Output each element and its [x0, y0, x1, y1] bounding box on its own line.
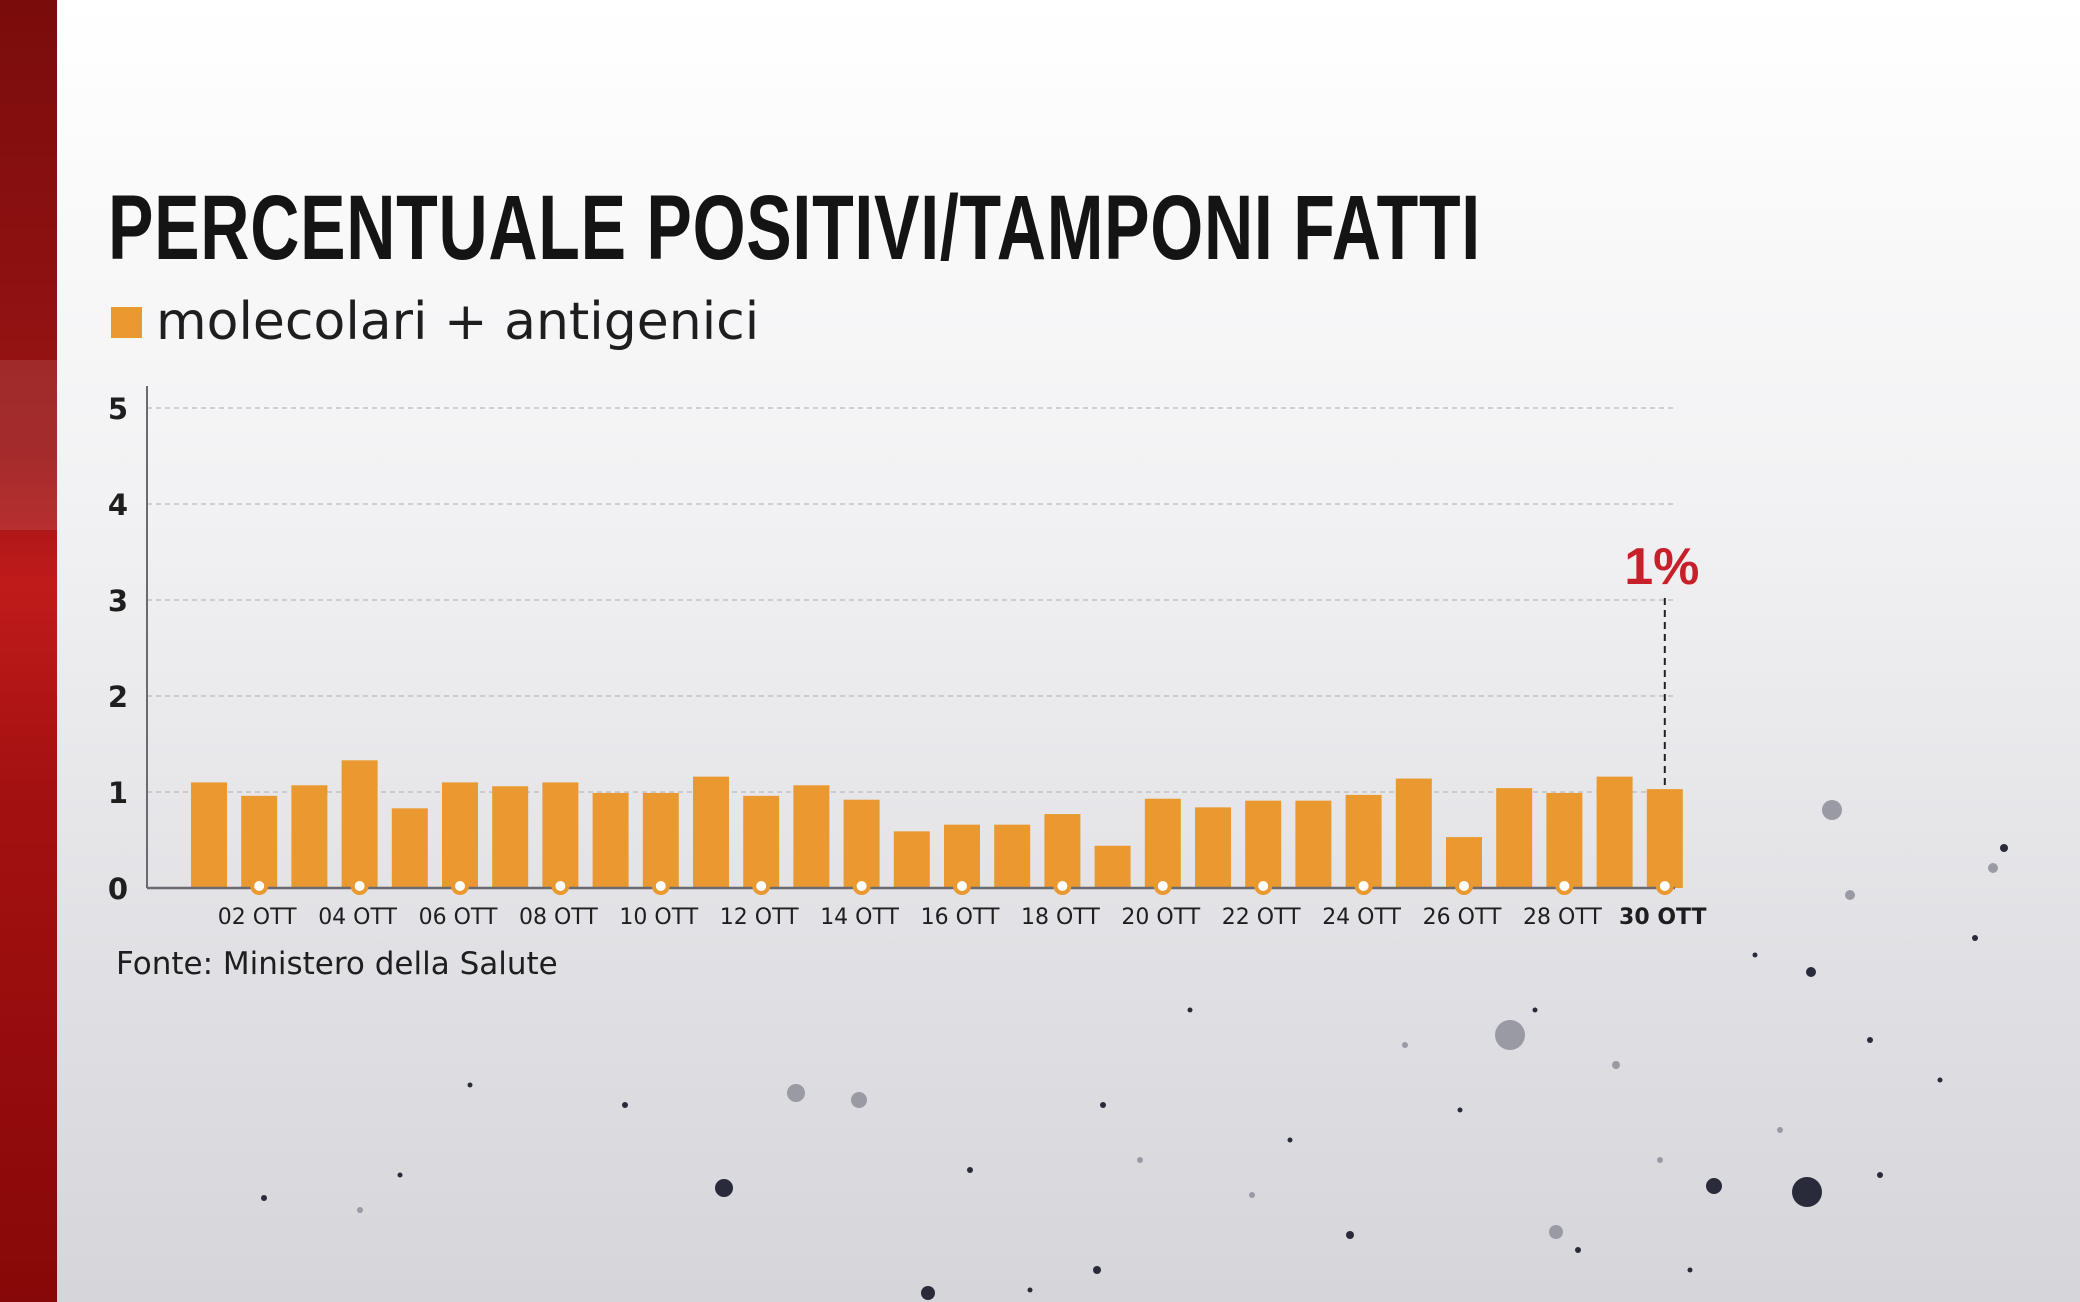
y-axis: 0 1 2 3 4 5	[108, 386, 148, 906]
x-tick-label: 02 OTT	[218, 905, 297, 930]
legend-swatch	[111, 306, 142, 338]
bar	[391, 808, 428, 888]
bar	[341, 760, 378, 888]
x-axis: 02 OTT 04 OTT 06 OTT 08 OTT 10 OTT 12 OTT 14 O…	[147, 877, 1707, 930]
x-tick-marker	[651, 877, 670, 895]
bar	[693, 776, 729, 888]
x-tick-marker	[1153, 877, 1172, 895]
x-tick-marker	[1455, 877, 1473, 895]
x-tick-label: 26 OTT	[1423, 905, 1502, 930]
x-tick-marker	[451, 877, 469, 895]
bar	[1044, 814, 1081, 888]
bar	[1646, 789, 1683, 888]
x-tick-label: 10 OTT	[619, 905, 698, 930]
bar	[994, 824, 1031, 888]
x-tick-marker	[1053, 877, 1072, 895]
bar	[442, 782, 478, 888]
legend: molecolari + antigenici	[111, 290, 759, 354]
x-tick-marker	[1354, 877, 1373, 895]
y-tick-label: 3	[108, 584, 128, 618]
x-tick-label: 18 OTT	[1021, 905, 1100, 930]
x-tick-label: 04 OTT	[318, 905, 397, 930]
bar	[893, 831, 930, 888]
y-tick-label: 2	[108, 680, 128, 714]
bar	[1546, 792, 1583, 888]
gridlines	[147, 407, 1675, 793]
y-tick-label: 5	[108, 392, 128, 426]
bar	[241, 795, 278, 888]
bar	[1144, 798, 1181, 888]
x-tick-label: 30 OTT	[1619, 905, 1707, 930]
legend-label: molecolari + antigenici	[156, 292, 760, 352]
y-tick-label: 0	[108, 872, 128, 906]
bar	[1195, 807, 1231, 888]
bar	[793, 785, 830, 888]
source-note: Fonte: Ministero della Salute	[116, 946, 558, 982]
bar	[1596, 776, 1633, 888]
x-tick-label: 16 OTT	[921, 905, 1000, 930]
bar	[743, 795, 780, 888]
bar	[291, 785, 328, 888]
bar	[642, 792, 679, 888]
x-tick-label: 22 OTT	[1222, 905, 1301, 930]
x-tick-marker	[350, 877, 369, 895]
annotation-label: 1%	[1624, 538, 1699, 596]
annotation: 1%	[1624, 538, 1699, 790]
bar	[1345, 794, 1382, 888]
x-tick-label: 28 OTT	[1523, 905, 1602, 930]
x-tick-marker	[1555, 877, 1574, 895]
chart-title: PERCENTUALE POSITIVI/TAMPONI FATTI	[108, 177, 1481, 279]
x-tick-marker	[551, 877, 570, 895]
x-tick-marker	[752, 877, 771, 895]
bar	[191, 782, 227, 888]
x-tick-label: 08 OTT	[519, 905, 598, 930]
x-tick-marker	[953, 877, 971, 895]
y-tick-label: 1	[108, 776, 128, 810]
x-tick-label: 14 OTT	[820, 905, 899, 930]
bar	[1496, 788, 1533, 888]
x-tick-marker	[1254, 877, 1273, 895]
bar	[592, 792, 629, 888]
x-tick-label: 06 OTT	[419, 905, 498, 930]
bar	[1395, 778, 1432, 888]
bar	[843, 799, 880, 888]
x-tick-label: 12 OTT	[720, 905, 799, 930]
x-tick-label: 20 OTT	[1121, 905, 1200, 930]
bar	[542, 782, 579, 888]
bar	[1094, 845, 1131, 888]
x-tick-marker	[1655, 877, 1674, 895]
bar	[1295, 800, 1332, 888]
x-tick-marker	[250, 877, 269, 895]
bar	[492, 786, 529, 888]
bar	[1245, 800, 1282, 888]
accent-strip	[0, 0, 57, 1302]
x-tick-label: 24 OTT	[1322, 905, 1401, 930]
x-tick-marker	[852, 877, 871, 895]
y-tick-label: 4	[108, 488, 128, 522]
bar-series	[191, 760, 1683, 888]
